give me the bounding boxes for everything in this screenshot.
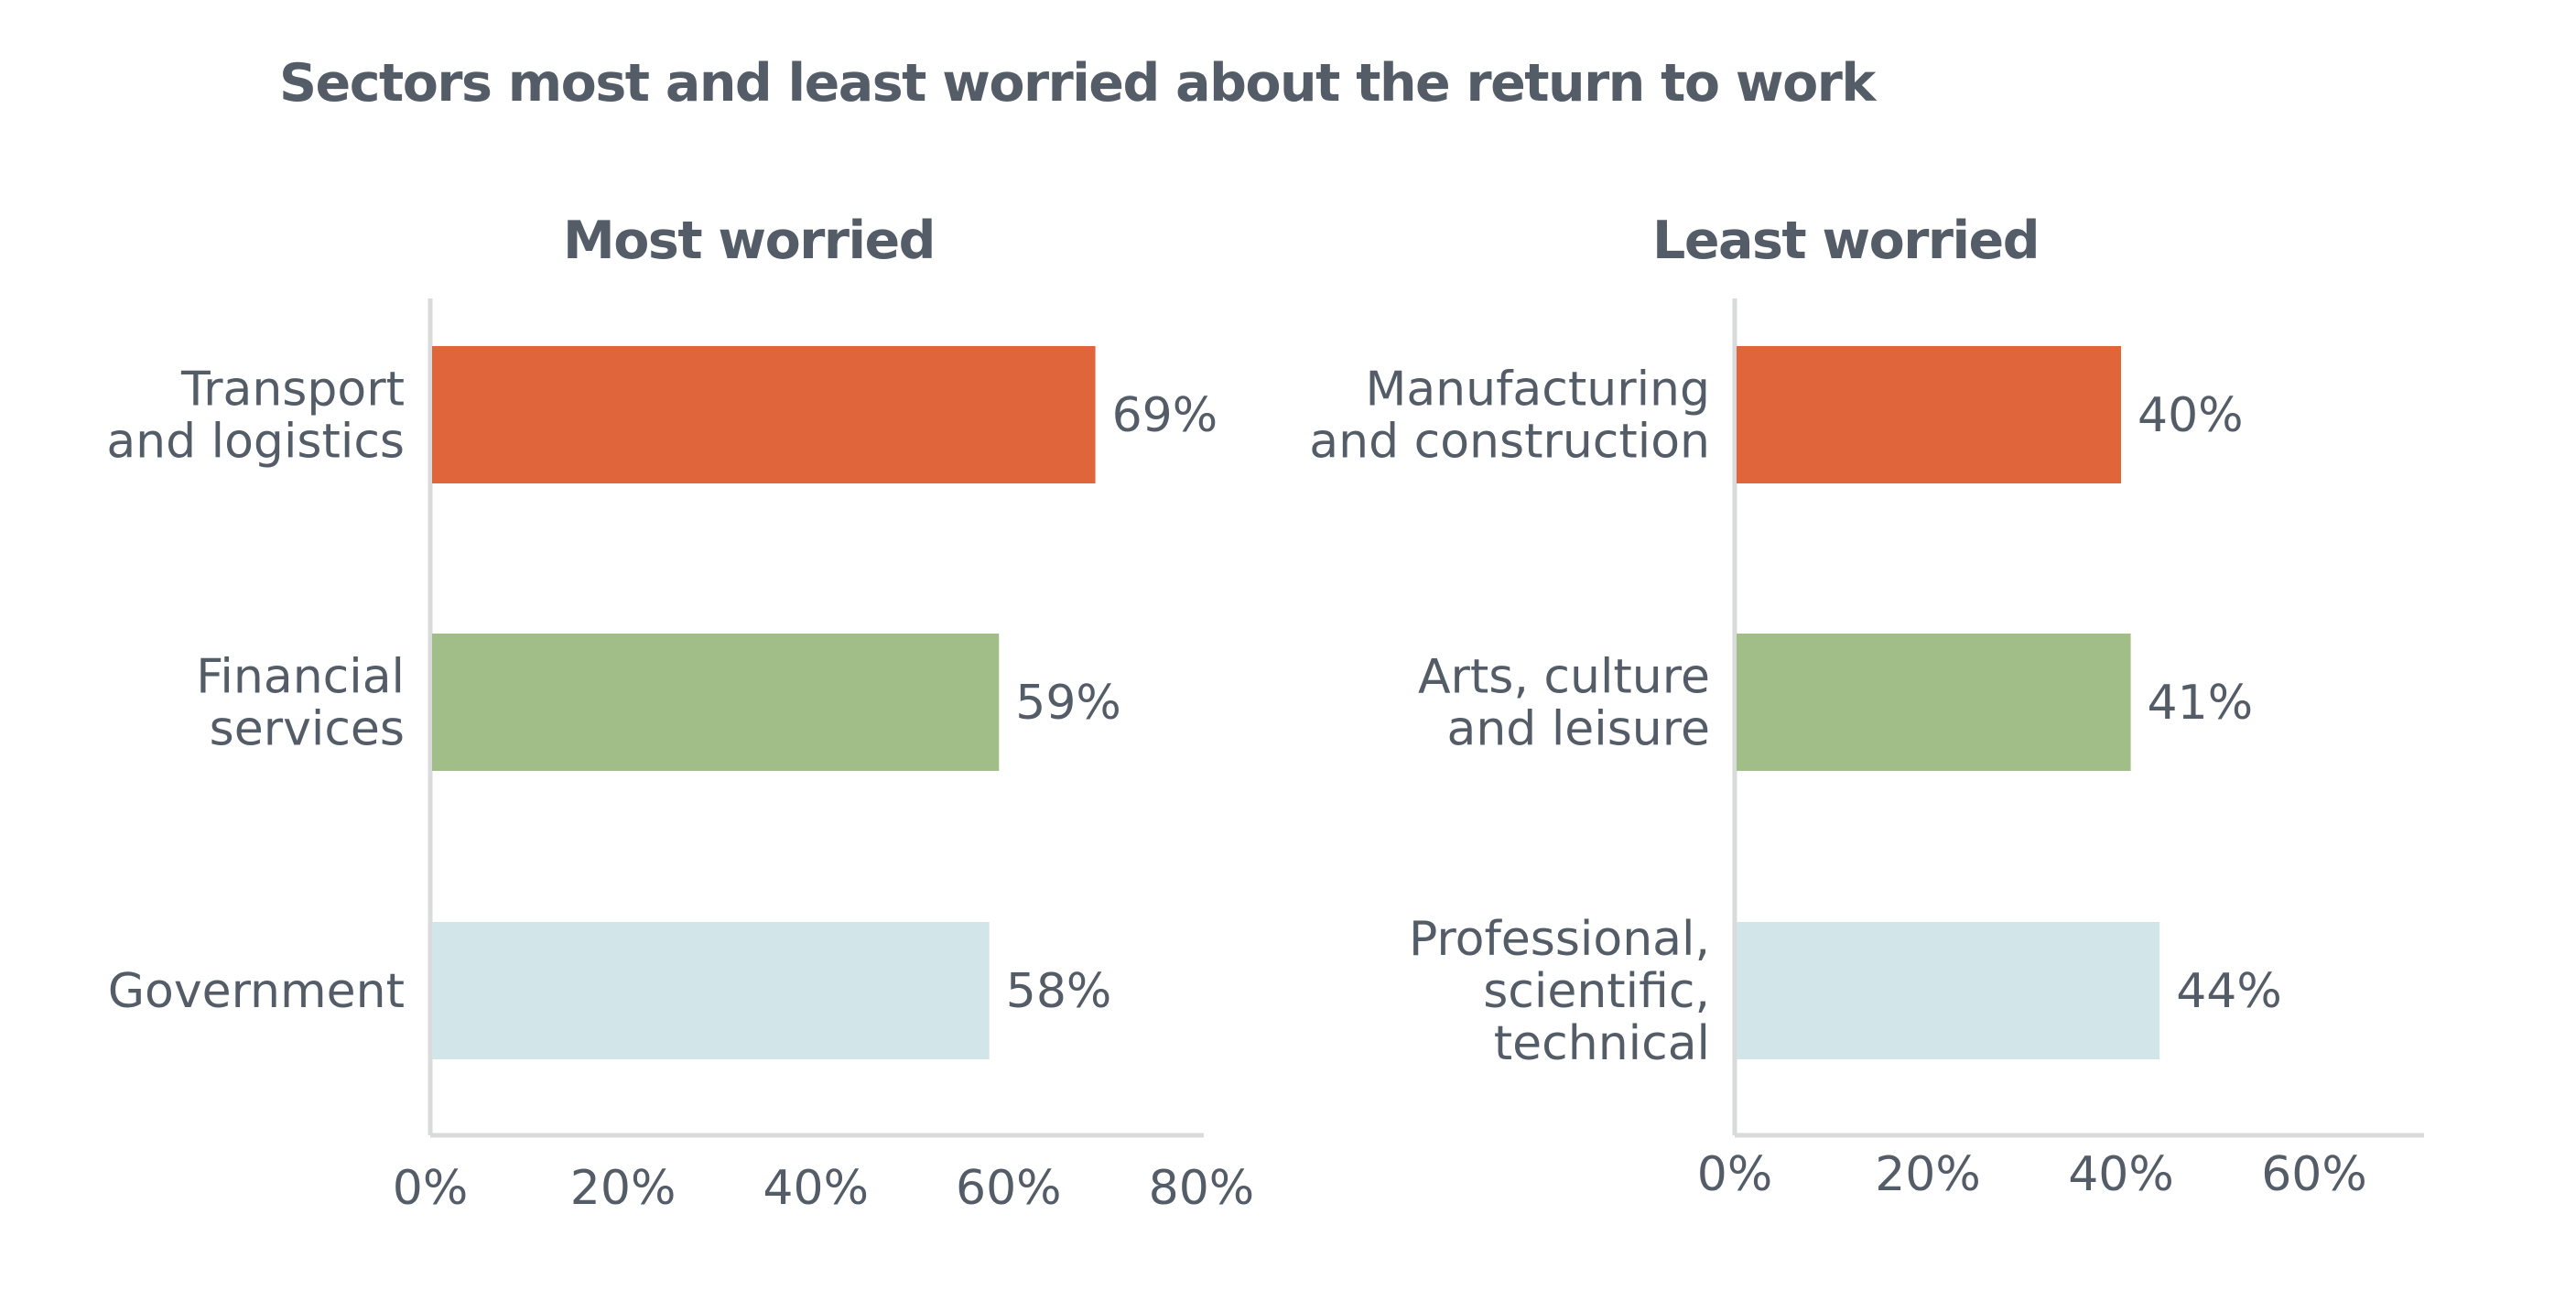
panel-title-least-worried: Least worried [1652, 211, 2039, 271]
chart-title: Sectors most and least worried about the… [279, 53, 1876, 114]
bar-least-worried-3 [1737, 922, 2160, 1059]
category-label-least-worried-3: technical [1494, 1016, 1710, 1071]
bar-most-worried-3 [432, 922, 990, 1059]
value-label-most-worried-3: 58% [1006, 964, 1112, 1019]
x-tick-label-most-worried-2: 20% [570, 1161, 676, 1216]
category-label-most-worried-1: and logistics [106, 415, 405, 470]
value-label-least-worried-1: 40% [2138, 388, 2244, 443]
category-label-least-worried-1: Manufacturing [1365, 363, 1710, 417]
x-tick-label-least-worried-2: 20% [1875, 1147, 1981, 1202]
category-label-most-worried-2: Financial [196, 650, 405, 705]
value-label-least-worried-3: 44% [2176, 964, 2282, 1019]
bar-most-worried-2 [432, 634, 1000, 771]
category-label-least-worried-1: and construction [1309, 415, 1710, 470]
category-label-most-worried-1: Transport [180, 363, 405, 417]
x-tick-label-least-worried-3: 40% [2068, 1147, 2174, 1202]
category-label-least-worried-2: Arts, culture [1418, 650, 1710, 705]
x-tick-label-most-worried-5: 80% [1149, 1161, 1255, 1216]
x-tick-label-most-worried-1: 0% [393, 1161, 469, 1216]
x-tick-label-most-worried-4: 60% [956, 1161, 1062, 1216]
x-tick-label-least-worried-4: 60% [2261, 1147, 2367, 1202]
bar-most-worried-1 [432, 346, 1096, 483]
bar-least-worried-1 [1737, 346, 2121, 483]
category-label-least-worried-2: and leisure [1446, 702, 1710, 757]
bar-least-worried-2 [1737, 634, 2131, 771]
category-label-least-worried-3: scientific, [1483, 964, 1710, 1019]
category-label-most-worried-2: services [210, 702, 405, 757]
value-label-least-worried-2: 41% [2148, 676, 2254, 731]
x-tick-label-most-worried-3: 40% [763, 1161, 869, 1216]
category-label-least-worried-3: Professional, [1409, 912, 1710, 967]
category-label-most-worried-3: Government [108, 964, 405, 1019]
x-tick-label-least-worried-1: 0% [1697, 1147, 1773, 1202]
value-label-most-worried-1: 69% [1112, 388, 1218, 443]
panel-title-most-worried: Most worried [563, 211, 935, 271]
value-label-most-worried-2: 59% [1015, 676, 1121, 731]
